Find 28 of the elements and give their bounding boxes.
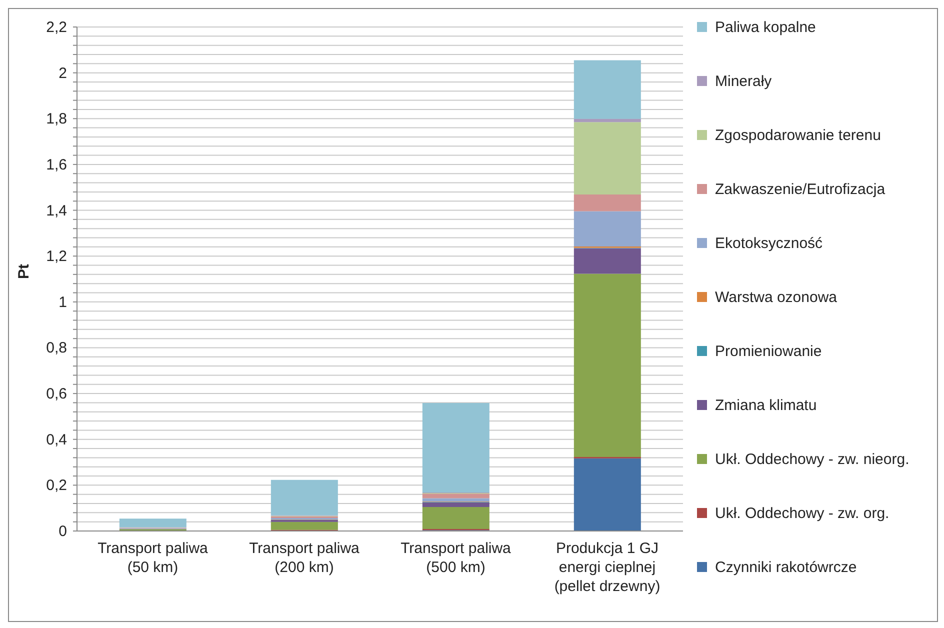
y-tick-label: 0 [58,523,67,540]
legend-label: Ukł. Oddechowy - zw. nieorg. [715,450,910,469]
y-tick-label: 1,4 [46,202,67,220]
y-tick-label: 2,2 [46,19,67,36]
legend-label: Ekotoksyczność [715,234,823,253]
legend-label: Ukł. Oddechowy - zw. org. [715,504,890,523]
y-tick-label: 1,6 [46,156,67,174]
x-tick-label: Transport paliwa (500 km) [400,540,512,576]
x-tick-label: Produkcja 1 GJ energi cieplnej (pellet drzewny) [554,540,660,595]
x-tick-label: Transport paliwa (200 km) [249,540,360,576]
legend-label: Warstwa ozonowa [715,288,837,307]
y-tick-label: 0,4 [46,431,67,448]
y-tick-label: 2 [58,64,67,82]
y-tick-label: 1 [58,294,67,311]
legend-label: Paliwa kopalne [715,18,816,37]
legend-label: Zakwaszenie/Eutrofizacja [715,180,886,199]
legend-label: Promieniowanie [715,342,822,361]
x-tick-label: Transport paliwa (50 km) [98,540,209,576]
y-tick-label: 1,8 [46,110,67,128]
y-tick-label: 0,2 [46,477,67,494]
legend-label: Minerały [715,72,772,91]
y-axis-title: Pt [15,264,32,279]
legend-label: Zgospodarowanie terenu [715,126,881,145]
y-tick-label: 0,8 [46,340,67,357]
legend-label: Czynniki rakotówrcze [715,558,857,577]
y-tick-label: 0,6 [46,386,67,403]
y-tick-label: 1,2 [46,248,67,266]
legend-label: Zmiana klimatu [715,396,817,415]
